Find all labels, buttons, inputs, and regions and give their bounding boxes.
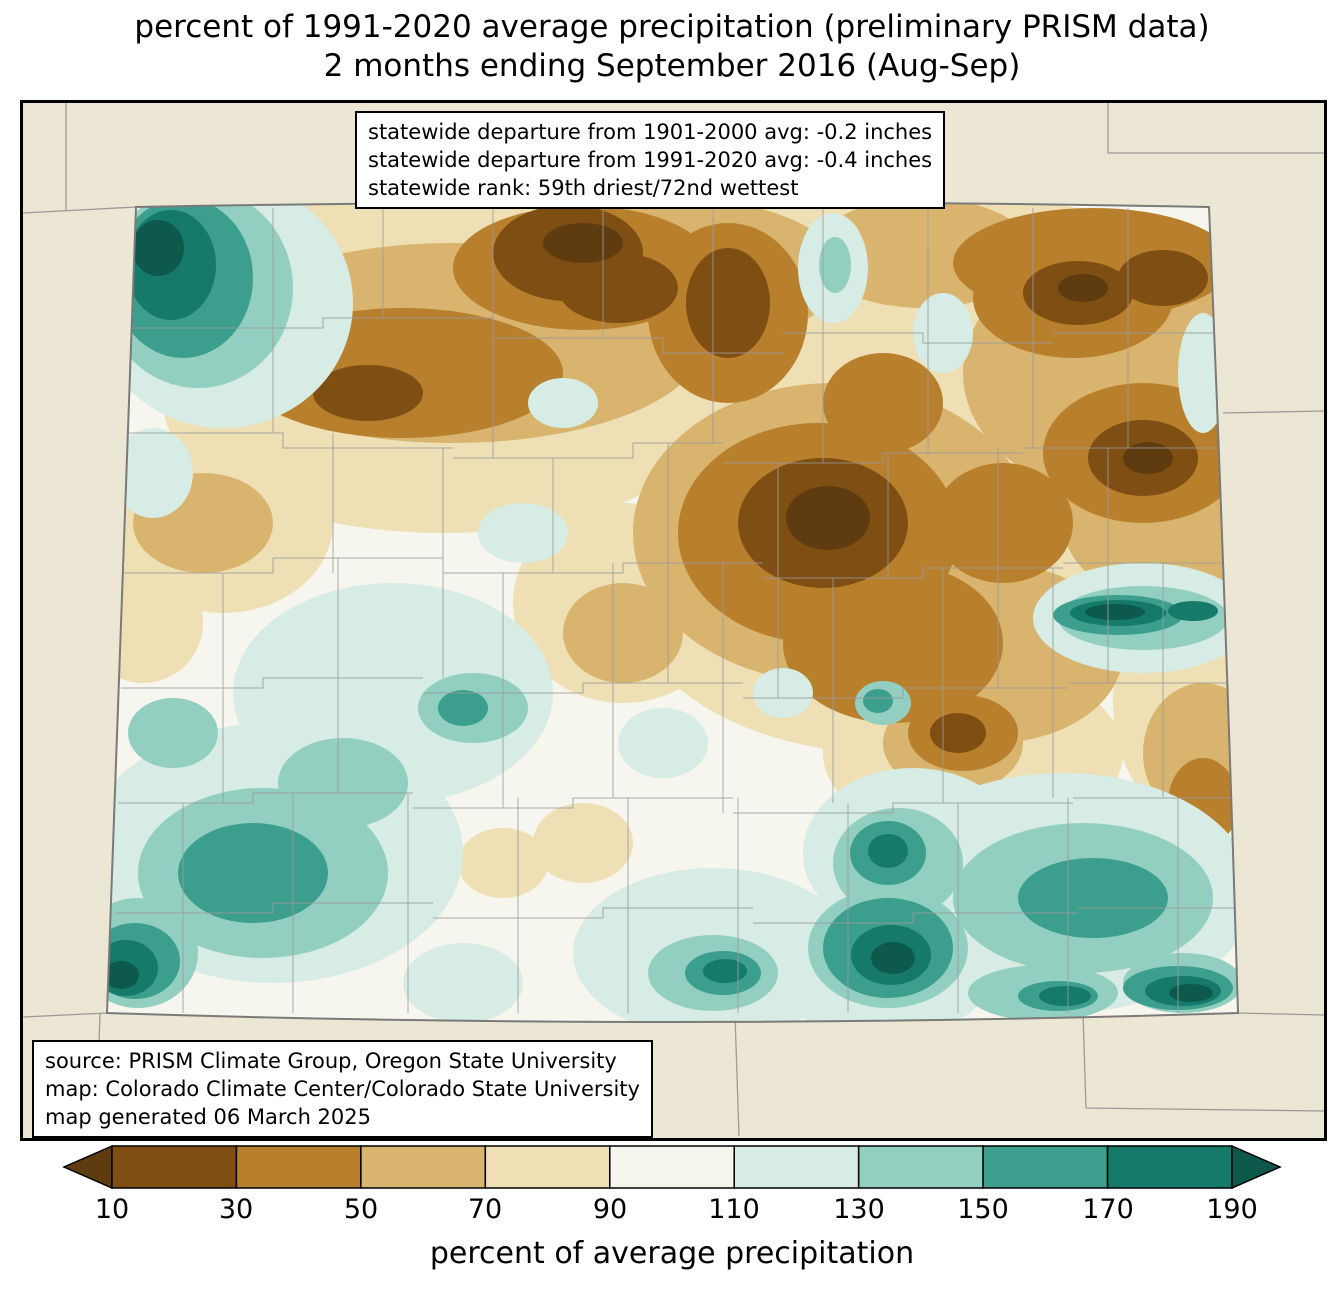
source-line-2: map: Colorado Climate Center/Colorado St… [45, 1077, 640, 1102]
colorbar-tick-90: 90 [592, 1194, 628, 1225]
colorbar-tick-50: 50 [343, 1194, 379, 1225]
colorbar-over-arrow [1231, 1144, 1282, 1190]
colorbar-tick-70: 70 [467, 1194, 503, 1225]
colorado-precipitation-map [23, 103, 1324, 1137]
statewide-stats-box: statewide departure from 1901-2000 avg: … [355, 111, 946, 210]
colorbar [62, 1144, 1282, 1190]
source-line-3: map generated 06 March 2025 [45, 1105, 372, 1130]
colorbar-seg-10-30 [111, 1145, 238, 1189]
source-credits-box: source: PRISM Climate Group, Oregon Stat… [32, 1040, 653, 1139]
page-title: percent of 1991-2020 average precipitati… [0, 8, 1344, 86]
colorbar-axis-label: percent of average precipitation [429, 1236, 915, 1271]
stats-line-2: statewide departure from 1991-2020 avg: … [368, 148, 933, 173]
colorbar-tick-10: 10 [94, 1194, 130, 1225]
colorbar-seg-130-150 [857, 1145, 984, 1189]
title-line-1: percent of 1991-2020 average precipitati… [134, 9, 1210, 45]
colorbar-tick-110: 110 [708, 1194, 760, 1225]
colorbar-under-arrow [62, 1144, 113, 1190]
colorbar-seg-50-70 [360, 1145, 487, 1189]
colorbar-seg-170-190 [1106, 1145, 1233, 1189]
map-frame [20, 100, 1327, 1141]
colorbar-tick-170: 170 [1082, 1194, 1134, 1225]
contours-over-190 [107, 220, 1213, 1002]
colorbar-seg-150-170 [982, 1145, 1109, 1189]
colorbar-tick-30: 30 [218, 1194, 254, 1225]
colorbar-seg-70-90 [484, 1145, 611, 1189]
precipitation-contours [107, 202, 1238, 1022]
colorbar-tick-150: 150 [957, 1194, 1009, 1225]
colorbar-tick-130: 130 [833, 1194, 885, 1225]
title-line-2: 2 months ending September 2016 (Aug-Sep) [323, 47, 1021, 84]
colorbar-seg-110-130 [733, 1145, 860, 1189]
colorbar-legend: 10 30 50 70 90 110 130 150 170 190 perce… [0, 1142, 1344, 1299]
source-line-1: source: PRISM Climate Group, Oregon Stat… [45, 1049, 617, 1073]
county-boundaries [115, 208, 1235, 1013]
stats-line-3: statewide rank: 59th driest/72nd wettest [368, 176, 799, 201]
colorbar-seg-30-50 [235, 1145, 362, 1189]
stats-line-1: statewide departure from 1901-2000 avg: … [368, 120, 933, 144]
neighbor-state-borders [23, 103, 1324, 1137]
colorbar-tick-190: 190 [1206, 1194, 1258, 1225]
colorbar-seg-90-110 [609, 1145, 735, 1189]
